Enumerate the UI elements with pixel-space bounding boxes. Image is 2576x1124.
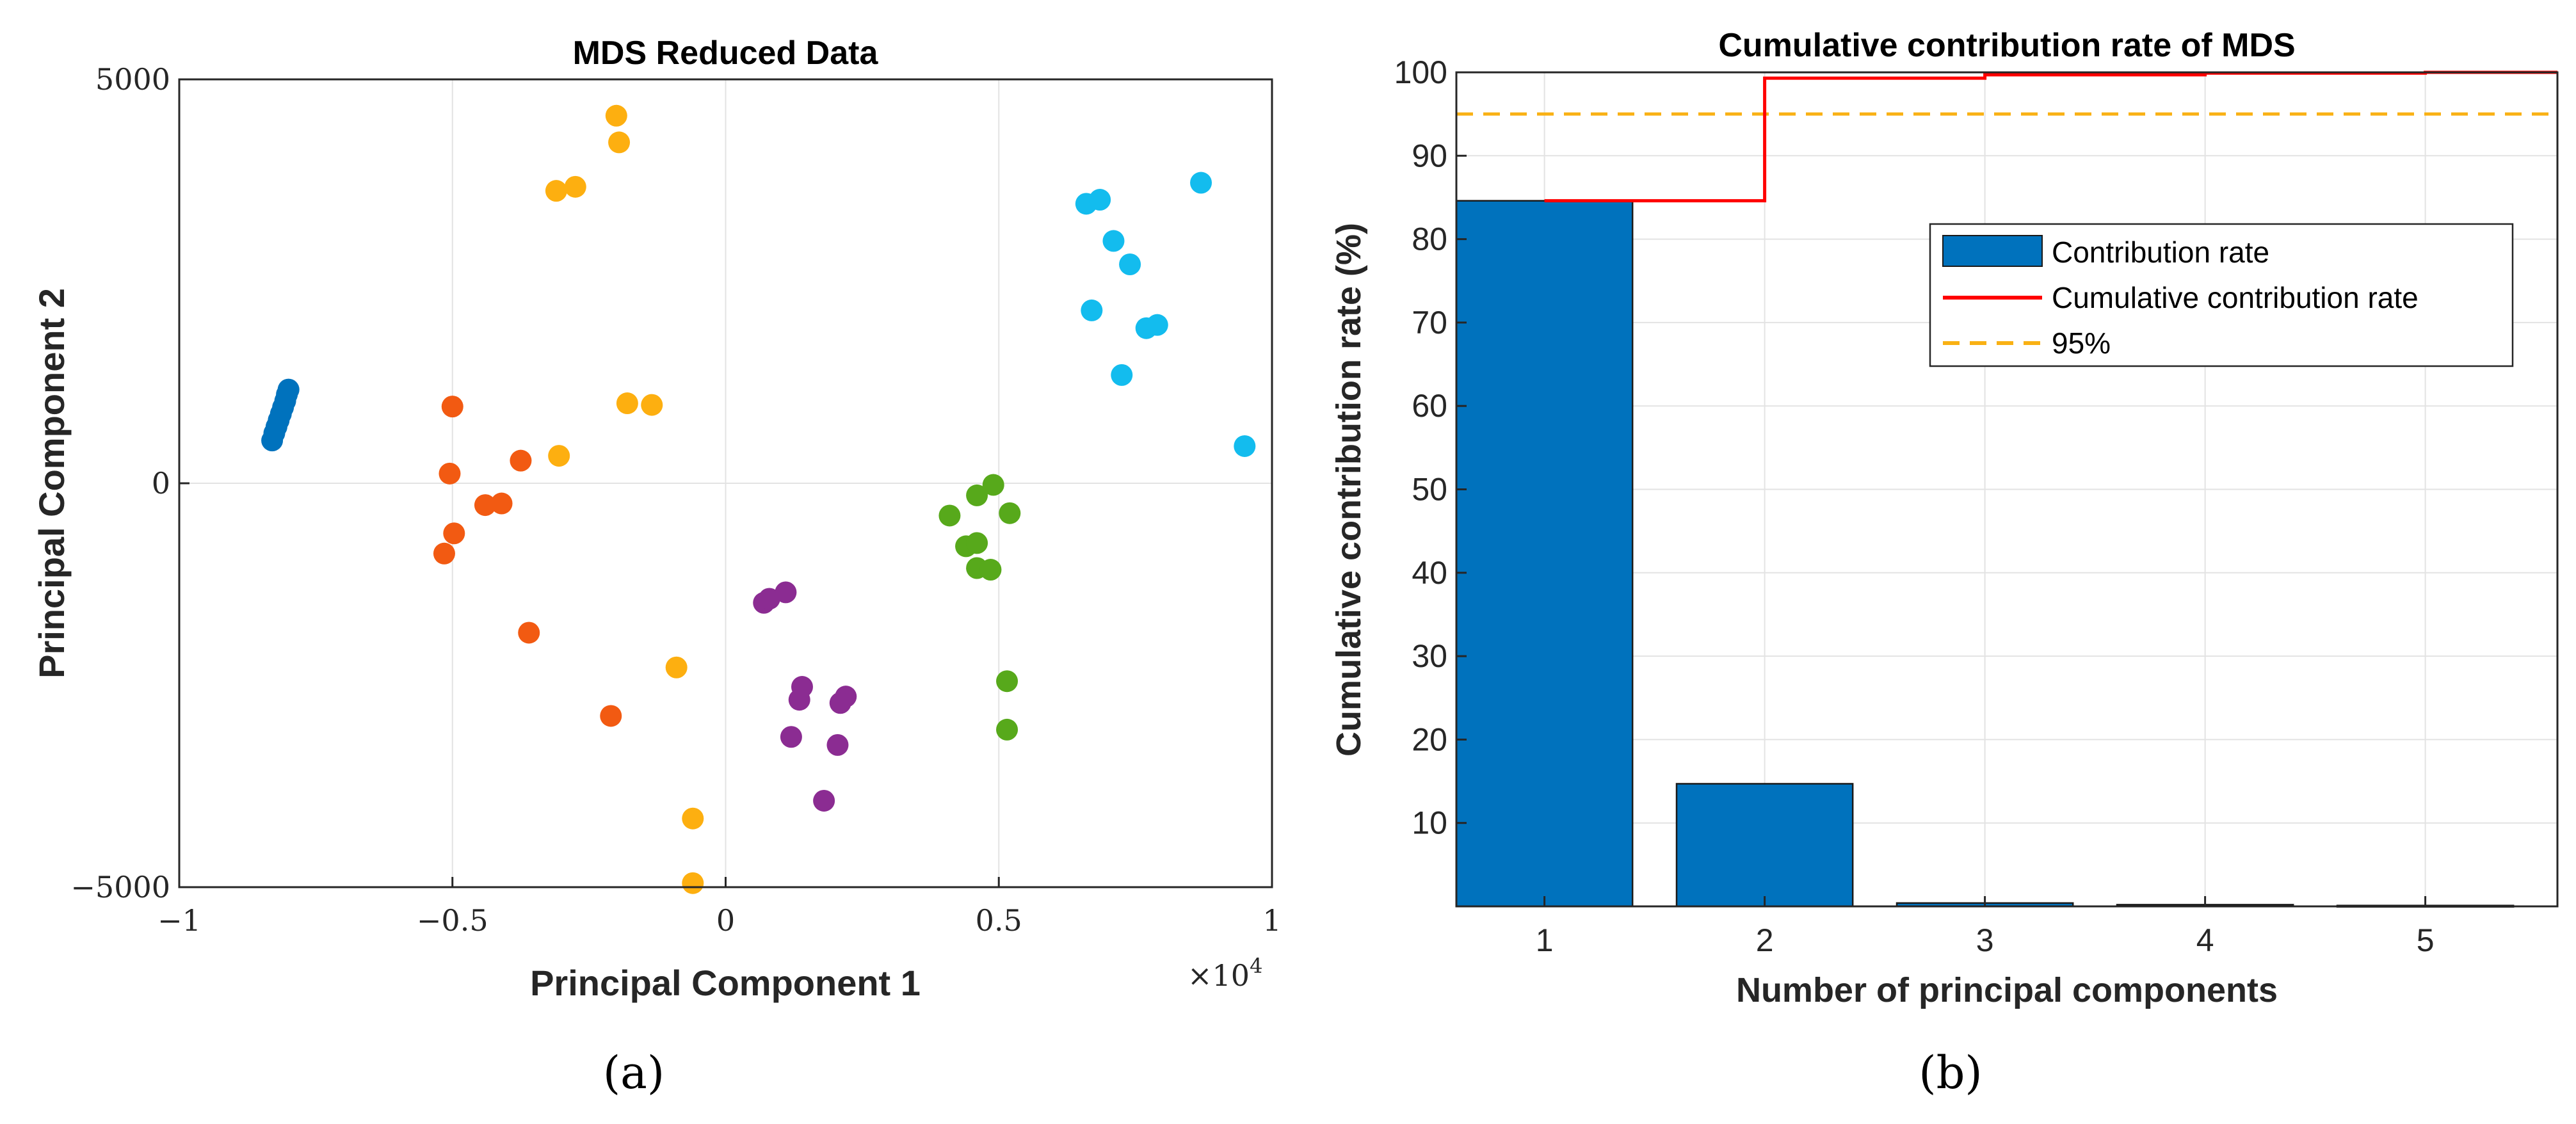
panel-b-y-tick-label: 10 [1412, 805, 1447, 841]
panel-b-ticks: 1 2 3 4 5 10 20 30 40 50 60 70 80 90 100 [1394, 54, 2435, 958]
scatter-point-series-6 [1089, 189, 1111, 211]
scatter-point-series-4 [813, 789, 835, 812]
scatter-point-series-3 [545, 180, 567, 202]
scatter-point-series-3 [608, 131, 631, 154]
panel-b-y-tick-label: 20 [1412, 721, 1447, 757]
panel-a-x-multiplier: ×104 [1187, 954, 1262, 993]
panel-a-x-multiplier-exp: 4 [1250, 954, 1262, 978]
panel-a-x-tick-label: 0 [716, 903, 735, 938]
scatter-point-series-3 [616, 392, 638, 415]
bar-component-1 [1455, 200, 1634, 908]
bar-component-2 [1675, 783, 1854, 908]
scatter-point-series-5 [938, 504, 961, 527]
panel-a-points [261, 104, 1256, 894]
scatter-point-series-3 [682, 872, 704, 894]
panel-a-y-tick-label: 0 [152, 466, 170, 501]
scatter-point-series-5 [996, 670, 1018, 693]
panel-b-y-tick-label: 30 [1412, 638, 1447, 674]
panel-a-y-tick-label: 5000 [95, 62, 170, 97]
scatter-point-series-6 [1081, 299, 1103, 321]
panel-b-bars [1455, 200, 2515, 908]
scatter-point-series-4 [826, 734, 849, 756]
scatter-point-series-5 [982, 474, 1004, 496]
panel-a-x-tick-label: 0.5 [976, 903, 1022, 938]
scatter-point-series-2 [510, 449, 532, 472]
scatter-point-series-3 [564, 175, 586, 198]
scatter-point-series-5 [966, 532, 988, 554]
panel-a-x-tick-label: −0.5 [417, 903, 488, 938]
panel-a-y-tick-label: −5000 [70, 870, 170, 904]
scatter-point-series-2 [433, 542, 455, 565]
scatter-point-series-2 [441, 396, 463, 418]
legend-label-cumulative: Cumulative contribution rate [2052, 281, 2419, 314]
panel-b-legend: Contribution rate Cumulative contributio… [1929, 223, 2514, 367]
panel-a-x-axis-label: Principal Component 1 [530, 963, 921, 1003]
panel-b-x-tick-label: 4 [2196, 922, 2214, 958]
panel-b-y-tick-label: 50 [1412, 472, 1447, 508]
scatter-point-series-4 [780, 726, 802, 748]
scatter-point-series-2 [600, 705, 622, 727]
scatter-point-series-4 [788, 689, 810, 711]
scatter-point-series-6 [1119, 253, 1141, 275]
scatter-point-series-2 [443, 522, 465, 545]
panel-b-y-tick-label: 90 [1412, 138, 1447, 173]
panel-b-x-tick-label: 3 [1976, 922, 1994, 958]
legend-label-contribution-rate: Contribution rate [2052, 236, 2269, 269]
scatter-point-series-5 [996, 718, 1018, 741]
scatter-point-series-2 [490, 492, 513, 515]
scatter-point-series-6 [1111, 364, 1133, 386]
panel-b-x-tick-label: 1 [1536, 922, 1554, 958]
panel-a-y-axis-label: Principal Component 2 [31, 288, 72, 678]
scatter-point-series-4 [775, 581, 797, 604]
panel-a-ticks: −1 −0.5 0 0.5 1 −5000 0 5000 [70, 62, 1281, 938]
panel-a-scatter: −1 −0.5 0 0.5 1 −5000 0 5000 MDS Reduced Data P… [31, 35, 1282, 1099]
panel-a-x-tick-label: 1 [1262, 903, 1281, 938]
scatter-point-series-3 [641, 394, 663, 416]
panel-b-y-axis-label: Cumulative contribution rate (%) [1330, 223, 1368, 757]
panel-a-x-multiplier-base: ×10 [1187, 958, 1250, 993]
scatter-point-series-6 [1190, 172, 1212, 194]
panel-b-bar: 1 2 3 4 5 10 20 30 40 50 60 70 80 90 100 Contribution … [1330, 27, 2559, 1099]
panel-b-y-tick-label: 70 [1412, 305, 1447, 341]
panel-b-y-tick-label: 80 [1412, 221, 1447, 257]
scatter-point-series-3 [682, 807, 704, 830]
scatter-point-series-4 [758, 588, 780, 610]
scatter-point-series-5 [966, 484, 988, 506]
scatter-point-series-2 [518, 622, 540, 644]
panel-b-label: (b) [1919, 1047, 1982, 1099]
panel-b-x-tick-label: 2 [1756, 922, 1774, 958]
scatter-point-series-6 [1102, 230, 1125, 252]
scatter-point-series-5 [979, 559, 1002, 581]
scatter-point-series-2 [474, 494, 496, 517]
scatter-point-series-2 [439, 462, 461, 485]
scatter-point-series-4 [829, 692, 851, 714]
legend-label-95: 95% [2052, 326, 2111, 360]
panel-a-title: MDS Reduced Data [573, 35, 879, 72]
scatter-point-series-3 [665, 656, 688, 678]
scatter-point-series-6 [1146, 314, 1168, 336]
scatter-point-series-3 [605, 104, 627, 127]
panel-b-x-tick-label: 5 [2417, 922, 2435, 958]
panel-b-y-tick-label: 40 [1412, 555, 1447, 591]
scatter-point-series-6 [1234, 435, 1256, 457]
scatter-point-series-1 [277, 378, 300, 401]
panel-a-label: (a) [603, 1047, 664, 1099]
scatter-point-series-5 [999, 502, 1021, 524]
scatter-point-series-3 [548, 445, 570, 467]
panel-b-y-tick-label: 60 [1412, 388, 1447, 424]
panel-b-y-tick-label: 100 [1394, 54, 1447, 90]
panel-a-x-tick-label: −1 [157, 903, 201, 938]
legend-swatch-contribution-rate [1942, 235, 2043, 267]
panel-b-x-axis-label: Number of principal components [1736, 971, 2278, 1009]
panel-b-title: Cumulative contribution rate of MDS [1718, 27, 2295, 64]
